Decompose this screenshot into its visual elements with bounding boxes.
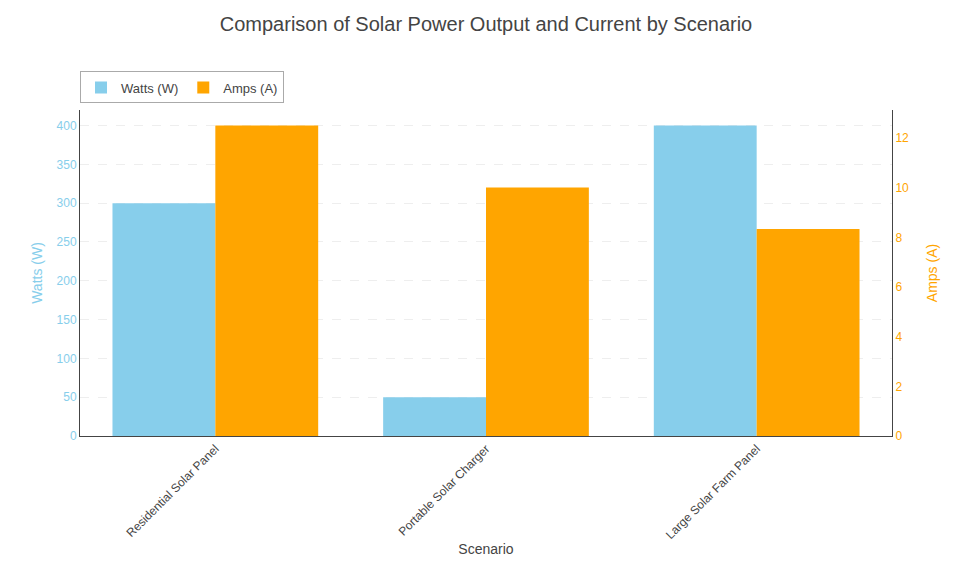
svg-text:12: 12 <box>895 131 909 145</box>
svg-text:Amps (A): Amps (A) <box>924 244 940 302</box>
svg-text:150: 150 <box>57 313 77 327</box>
svg-text:350: 350 <box>57 158 77 172</box>
svg-text:250: 250 <box>57 235 77 249</box>
svg-text:0: 0 <box>70 429 77 443</box>
svg-text:Residential Solar Panel: Residential Solar Panel <box>124 442 222 540</box>
svg-text:8: 8 <box>895 231 902 245</box>
svg-text:4: 4 <box>895 330 902 344</box>
svg-text:Large Solar Farm Panel: Large Solar Farm Panel <box>663 442 763 542</box>
svg-text:100: 100 <box>57 352 77 366</box>
svg-text:Watts (W): Watts (W) <box>121 81 178 96</box>
svg-text:50: 50 <box>63 390 77 404</box>
svg-text:200: 200 <box>57 274 77 288</box>
svg-text:2: 2 <box>895 380 902 394</box>
svg-text:0: 0 <box>895 429 902 443</box>
svg-text:Scenario: Scenario <box>458 541 513 557</box>
svg-text:Portable Solar Charger: Portable Solar Charger <box>396 442 493 539</box>
svg-text:6: 6 <box>895 280 902 294</box>
svg-text:400: 400 <box>57 119 77 133</box>
svg-text:300: 300 <box>57 196 77 210</box>
svg-text:Comparison of Solar Power Outp: Comparison of Solar Power Output and Cur… <box>220 13 753 35</box>
svg-text:Amps (A): Amps (A) <box>223 81 277 96</box>
svg-text:10: 10 <box>895 181 909 195</box>
svg-text:Watts (W): Watts (W) <box>29 242 45 304</box>
